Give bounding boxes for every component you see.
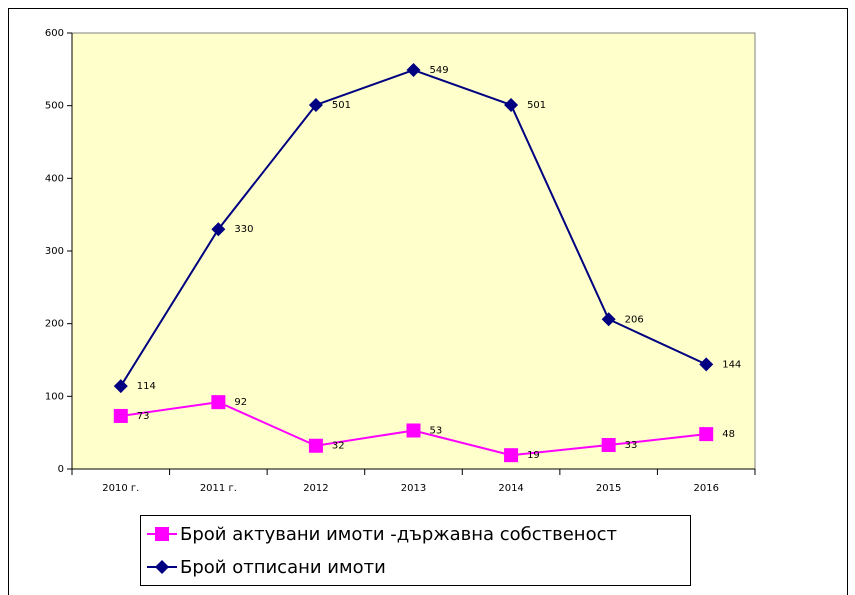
data-point [504, 97, 519, 112]
data-label: 206 [625, 314, 644, 325]
data-label: 48 [722, 429, 735, 440]
data-label: 501 [527, 100, 546, 111]
data-point [601, 438, 616, 453]
data-label: 32 [332, 441, 345, 452]
data-label: 144 [722, 359, 741, 370]
data-label: 73 [137, 411, 150, 422]
data-point [601, 312, 616, 327]
x-tick-label: 2015 [596, 483, 621, 494]
data-label: 33 [625, 440, 638, 451]
data-point [504, 448, 519, 463]
y-tick-label: 100 [45, 391, 64, 402]
x-tick-label: 2011 г. [200, 483, 237, 494]
data-label: 92 [234, 397, 247, 408]
legend-marker [155, 560, 169, 574]
y-tick-label: 0 [58, 464, 64, 475]
y-tick-label: 200 [45, 319, 64, 330]
x-tick-label: 2016 [693, 483, 718, 494]
data-label: 330 [234, 224, 253, 235]
legend-label: Брой актувани имоти -държавна собственос… [180, 524, 617, 545]
data-point [113, 408, 128, 423]
data-point [308, 97, 323, 112]
x-tick-label: 2014 [498, 483, 523, 494]
data-point [113, 379, 128, 394]
legend-label: Брой отписани имоти [180, 557, 386, 578]
data-point [211, 395, 226, 410]
legend [140, 515, 691, 586]
data-label: 114 [137, 381, 156, 392]
data-label: 549 [430, 65, 449, 76]
x-tick-label: 2013 [401, 483, 426, 494]
x-tick-label: 2012 [303, 483, 328, 494]
y-tick-label: 300 [45, 246, 64, 257]
data-label: 501 [332, 100, 351, 111]
data-point [406, 63, 421, 78]
data-point [406, 423, 421, 438]
y-tick-label: 600 [45, 28, 64, 39]
x-tick-label: 2010 г. [102, 483, 139, 494]
data-label: 19 [527, 450, 540, 461]
plot-area [71, 32, 756, 470]
data-label: 53 [430, 425, 443, 436]
data-point [308, 438, 323, 453]
data-point [699, 357, 714, 372]
data-point [211, 222, 226, 237]
legend-marker [155, 527, 169, 541]
y-tick-label: 500 [45, 101, 64, 112]
data-point [699, 427, 714, 442]
y-tick-label: 400 [45, 173, 64, 184]
